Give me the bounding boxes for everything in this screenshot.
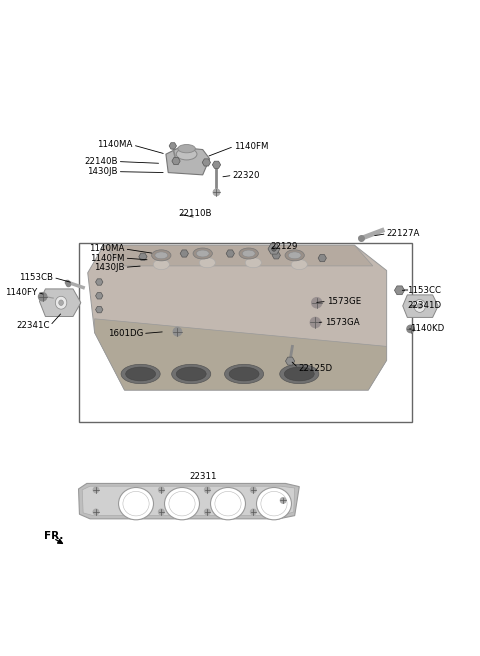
Circle shape — [204, 509, 210, 515]
Text: 22320: 22320 — [233, 171, 260, 180]
Text: 22110B: 22110B — [179, 209, 212, 218]
Ellipse shape — [165, 487, 200, 520]
Polygon shape — [318, 255, 326, 262]
Text: 1601DG: 1601DG — [108, 329, 143, 338]
Text: 1140FM: 1140FM — [234, 142, 268, 151]
Text: 1573GE: 1573GE — [327, 297, 361, 306]
Text: 22341D: 22341D — [408, 301, 442, 310]
Circle shape — [310, 318, 321, 327]
Ellipse shape — [55, 297, 67, 309]
Circle shape — [93, 487, 99, 493]
Ellipse shape — [199, 258, 216, 268]
Text: FR.: FR. — [44, 531, 63, 541]
Ellipse shape — [280, 364, 319, 384]
Ellipse shape — [152, 250, 171, 261]
Circle shape — [213, 189, 220, 195]
Ellipse shape — [229, 367, 259, 381]
Polygon shape — [202, 159, 211, 166]
Text: 1140MA: 1140MA — [89, 245, 124, 253]
Circle shape — [158, 487, 164, 493]
Circle shape — [38, 293, 47, 301]
Circle shape — [407, 325, 414, 333]
Polygon shape — [96, 306, 103, 313]
Ellipse shape — [211, 487, 245, 520]
Text: 22341C: 22341C — [16, 321, 50, 330]
Ellipse shape — [126, 367, 156, 381]
Polygon shape — [395, 286, 405, 295]
Polygon shape — [96, 293, 103, 299]
Ellipse shape — [196, 250, 209, 257]
Ellipse shape — [225, 364, 264, 384]
Polygon shape — [96, 279, 103, 285]
Polygon shape — [82, 486, 295, 516]
Circle shape — [158, 509, 164, 515]
Ellipse shape — [242, 250, 255, 257]
Polygon shape — [104, 245, 373, 266]
Polygon shape — [172, 157, 180, 165]
Text: 1153CC: 1153CC — [408, 286, 441, 295]
Circle shape — [204, 487, 210, 493]
Ellipse shape — [178, 144, 195, 153]
Text: 22127A: 22127A — [387, 229, 420, 238]
Text: 1140MA: 1140MA — [97, 140, 133, 150]
Ellipse shape — [288, 252, 301, 259]
Ellipse shape — [239, 248, 258, 259]
Ellipse shape — [284, 367, 314, 381]
Polygon shape — [403, 295, 438, 318]
Ellipse shape — [291, 260, 307, 270]
Circle shape — [312, 298, 322, 308]
Circle shape — [93, 509, 99, 515]
Polygon shape — [212, 161, 221, 169]
Text: 22129: 22129 — [271, 241, 298, 251]
Ellipse shape — [121, 364, 160, 384]
Polygon shape — [226, 250, 234, 257]
Ellipse shape — [176, 148, 197, 160]
Polygon shape — [79, 483, 299, 519]
Ellipse shape — [414, 300, 425, 312]
Polygon shape — [272, 252, 280, 259]
Polygon shape — [180, 250, 189, 257]
Ellipse shape — [245, 258, 261, 268]
Ellipse shape — [418, 303, 422, 309]
Ellipse shape — [172, 364, 211, 384]
Text: 1153CB: 1153CB — [19, 273, 53, 282]
Circle shape — [280, 498, 286, 503]
Circle shape — [173, 327, 181, 336]
Polygon shape — [268, 244, 280, 254]
Text: 1430JB: 1430JB — [87, 167, 118, 176]
Ellipse shape — [153, 260, 169, 270]
Ellipse shape — [119, 487, 154, 520]
Ellipse shape — [176, 367, 206, 381]
Ellipse shape — [155, 252, 168, 259]
Text: 1573GA: 1573GA — [324, 318, 359, 327]
Polygon shape — [286, 357, 295, 365]
Polygon shape — [39, 289, 81, 316]
Text: 1140FM: 1140FM — [90, 254, 124, 262]
Ellipse shape — [59, 300, 63, 306]
Circle shape — [251, 487, 256, 493]
Polygon shape — [88, 245, 387, 390]
Polygon shape — [166, 148, 210, 175]
Polygon shape — [139, 253, 147, 260]
Ellipse shape — [285, 250, 304, 261]
Ellipse shape — [272, 247, 276, 251]
Polygon shape — [169, 143, 177, 149]
Text: 1140KD: 1140KD — [409, 325, 444, 333]
Text: 1140FY: 1140FY — [5, 287, 37, 297]
Polygon shape — [95, 319, 387, 390]
Ellipse shape — [193, 248, 212, 259]
Text: 22125D: 22125D — [299, 363, 333, 373]
Text: 22140B: 22140B — [84, 157, 118, 166]
Circle shape — [251, 509, 256, 515]
Text: 22311: 22311 — [189, 472, 216, 481]
Text: 1430JB: 1430JB — [94, 263, 124, 272]
Ellipse shape — [256, 487, 291, 520]
